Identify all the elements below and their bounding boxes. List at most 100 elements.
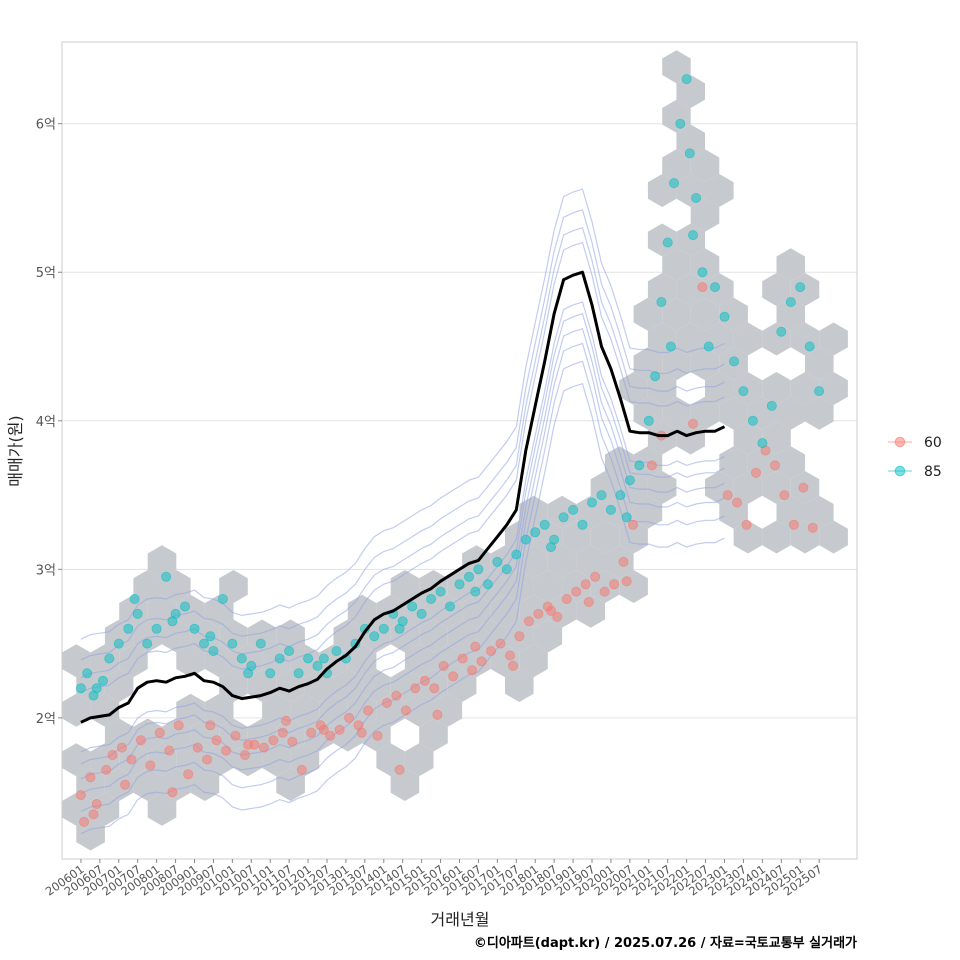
- scatter-point: [154, 727, 165, 738]
- hexbin-cell: [219, 669, 248, 702]
- scatter-point: [583, 597, 594, 608]
- scatter-point: [688, 230, 699, 241]
- scatter-point: [684, 148, 695, 159]
- scatter-point: [634, 460, 645, 471]
- scatter-point: [650, 371, 661, 382]
- scatter-point: [785, 296, 796, 307]
- hexbin-cell: [690, 396, 720, 430]
- hexbin-cell: [719, 396, 748, 430]
- hexbin-cell: [762, 372, 791, 405]
- scatter-point: [520, 534, 531, 545]
- hexbin-cell: [547, 545, 577, 579]
- density-contour-line: [80, 342, 725, 795]
- scatter-point: [448, 671, 459, 682]
- hexbin-cell: [419, 718, 448, 752]
- legend-label: 60: [924, 435, 942, 451]
- scatter-point: [482, 579, 493, 590]
- scatter-point: [539, 519, 550, 530]
- hexbin-cell: [576, 594, 605, 628]
- scatter-point: [135, 735, 146, 746]
- scatter-point: [624, 475, 635, 486]
- scatter-point: [356, 727, 367, 738]
- hexbin-cell: [204, 693, 234, 727]
- scatter-point: [419, 675, 430, 686]
- hexbin-cell: [605, 446, 634, 480]
- hexbin-cell: [776, 297, 805, 331]
- scatter-point: [495, 638, 506, 649]
- scatter-point: [167, 616, 178, 627]
- scatter-point: [558, 512, 569, 523]
- scatter-point: [621, 512, 632, 523]
- scatter-point: [220, 745, 231, 756]
- scatter-point: [274, 653, 285, 664]
- hexbin-cell: [690, 198, 720, 232]
- hexbin-cell: [147, 545, 177, 579]
- scatter-point: [79, 816, 90, 827]
- hexbin-cell: [119, 644, 148, 678]
- scatter-point: [331, 646, 342, 657]
- hexbin-cell: [219, 570, 248, 603]
- hexbin-cell: [347, 644, 377, 678]
- scatter-point: [268, 735, 279, 746]
- scatter-point: [546, 605, 557, 616]
- scatter-point: [732, 497, 743, 508]
- hexbin-cell: [647, 223, 677, 257]
- hexbin-layer: [62, 50, 848, 851]
- caption: ©디아파트(dapt.kr) / 2025.07.26 / 자료=국토교통부 실…: [474, 935, 857, 951]
- scatter-point: [101, 764, 112, 775]
- scatter-point: [719, 311, 730, 322]
- scatter-point: [126, 754, 137, 765]
- hexbin-cell: [404, 644, 434, 678]
- hexbin-cell: [319, 693, 348, 727]
- density-contours: [80, 188, 725, 835]
- scatter-point: [91, 683, 102, 694]
- scatter-point: [688, 418, 699, 429]
- scatter-point: [394, 623, 405, 634]
- hexbin-cell: [533, 570, 563, 603]
- hexbin-cell: [147, 792, 177, 826]
- scatter-point: [391, 690, 402, 701]
- legend-label: 85: [924, 464, 942, 480]
- hexbin-cell: [776, 446, 805, 480]
- scatter-point: [202, 754, 213, 765]
- scatter-point: [98, 675, 109, 686]
- scatter-point: [132, 608, 143, 619]
- hexbin-cell: [676, 124, 705, 158]
- hexbin-cell: [190, 768, 220, 801]
- hexbin-cell: [176, 644, 205, 678]
- scatter-point: [161, 571, 172, 582]
- scatter-point: [208, 646, 219, 657]
- scatter-point: [814, 386, 825, 397]
- scatter-point: [265, 668, 276, 679]
- scatter-point: [362, 705, 373, 716]
- hexbin-cell: [619, 372, 648, 405]
- hexbin-cell: [362, 669, 391, 702]
- hexbin-cell: [519, 644, 548, 678]
- scatter-point: [467, 665, 478, 676]
- scatter-point: [75, 790, 86, 801]
- density-contour-line: [80, 360, 725, 813]
- scatter-point: [192, 742, 203, 753]
- hexbin-cell: [647, 273, 677, 306]
- hexbin-cell: [819, 372, 848, 405]
- hexbin-cell: [790, 273, 820, 306]
- scatter-point: [568, 504, 579, 515]
- scatter-point: [142, 638, 153, 649]
- hexbin-cell: [676, 75, 705, 108]
- scatter-point: [609, 579, 620, 590]
- scatter-point: [463, 571, 474, 582]
- scatter-point: [757, 438, 768, 449]
- hexbin-cell: [590, 520, 620, 554]
- hexbin-cell: [733, 471, 763, 504]
- scatter-point: [287, 736, 298, 747]
- scatter-point: [107, 750, 118, 761]
- y-axis-title: 매매가(원): [6, 415, 25, 486]
- scatter-point: [82, 668, 93, 679]
- hexbin-cell: [505, 570, 534, 603]
- hexbin-cell: [690, 149, 720, 183]
- scatter-point: [227, 638, 238, 649]
- scatter-point: [217, 594, 228, 605]
- scatter-point: [116, 742, 127, 753]
- scatter-point: [476, 656, 487, 667]
